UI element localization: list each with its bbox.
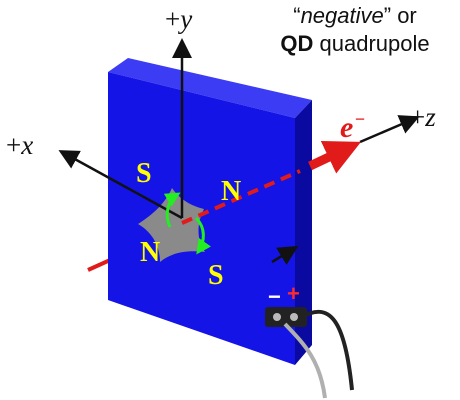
caption: “negative” or QD quadrupole xyxy=(250,2,460,57)
terminal-positive-label: + xyxy=(287,281,300,306)
caption-line-2-tail: quadrupole xyxy=(313,30,430,56)
pole-label-bottom-left: N xyxy=(140,237,161,268)
terminal-negative-label: − xyxy=(268,284,281,309)
magnet-side-face xyxy=(295,100,312,365)
caption-line-1-tail: or xyxy=(391,3,417,28)
caption-line-1: “negative” or xyxy=(250,2,460,30)
x-axis-label: +x xyxy=(6,132,33,159)
z-axis-label: +z xyxy=(410,104,436,131)
pole-label-bottom-right: S xyxy=(208,260,224,291)
wire-light xyxy=(283,322,327,399)
power-connector xyxy=(265,307,307,327)
electron-label: e− xyxy=(340,110,365,143)
x-axis-arrow xyxy=(58,150,183,220)
magnet-block xyxy=(108,58,312,365)
magnet-front-face xyxy=(108,72,295,365)
magnet-top-face xyxy=(108,58,312,118)
electron-symbol: e xyxy=(340,111,354,144)
z-axis-arrow xyxy=(359,115,420,144)
connector-pin-negative xyxy=(273,313,281,321)
beam-exit-arrow xyxy=(308,140,362,174)
electron-charge: − xyxy=(354,109,366,129)
wire-dark xyxy=(298,309,354,391)
beam-inner-dashed xyxy=(181,169,301,225)
x-axis-sign: + xyxy=(6,130,22,160)
caption-line-2: QD quadrupole xyxy=(250,30,460,58)
caption-open-quote: “ xyxy=(293,3,301,28)
x-axis-var: x xyxy=(21,130,34,160)
z-axis-var: z xyxy=(425,102,436,132)
caption-emphasis: negative xyxy=(300,3,384,28)
current-arrow xyxy=(271,245,299,265)
field-arrow-upper xyxy=(163,192,181,228)
caption-bold: QD xyxy=(280,30,314,56)
pole-piece xyxy=(138,188,205,262)
connector-pin-positive xyxy=(290,313,298,321)
caption-close-quote: ” xyxy=(383,3,392,28)
pole-label-top-left: S xyxy=(136,158,152,189)
y-axis-sign: + xyxy=(165,4,181,34)
z-axis-sign: + xyxy=(410,102,426,132)
connector-body xyxy=(265,307,307,327)
y-axis-label: +y xyxy=(165,6,192,33)
y-axis-var: y xyxy=(180,4,193,34)
pole-label-top-right: N xyxy=(221,176,242,207)
field-arrow-lower xyxy=(194,216,212,255)
